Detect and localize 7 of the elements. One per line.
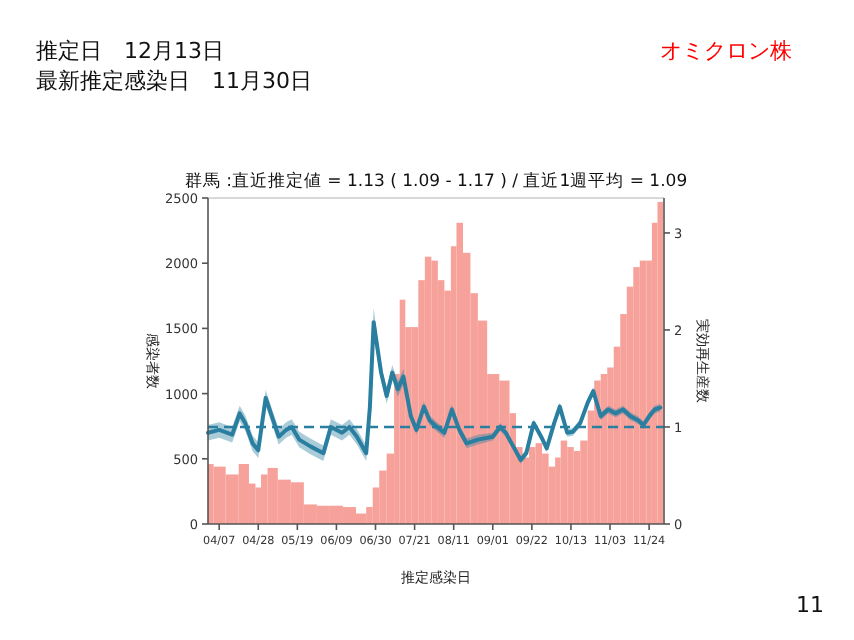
chart-title: 群馬 :直近推定値 = 1.13 ( 1.09 - 1.17 ) / 直近1週平均 = 1.09 [184, 170, 688, 192]
bar [560, 440, 568, 524]
text: 11 [796, 592, 824, 618]
text: 最新推定感染日 11月30日 [36, 68, 312, 94]
text: オミクロン株 [660, 38, 792, 64]
bar [594, 380, 601, 524]
text: 推定日 12月13日 [36, 38, 224, 64]
